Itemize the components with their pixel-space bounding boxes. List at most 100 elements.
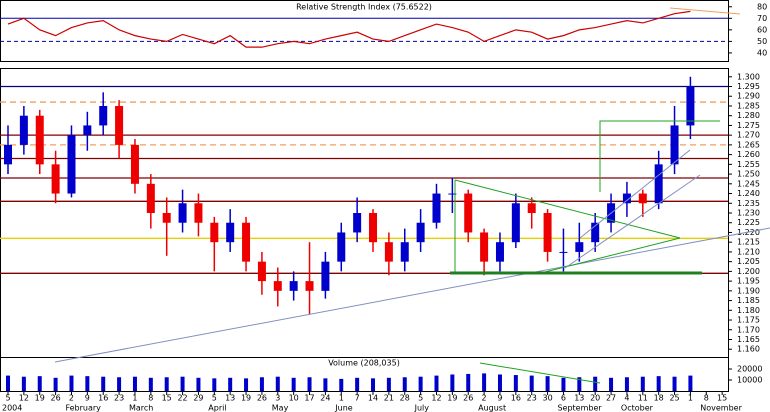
x-tick-label: 12: [19, 394, 29, 403]
x-tick-label: 24: [320, 394, 330, 403]
x-tick-label: 19: [447, 394, 457, 403]
candle-body: [178, 203, 187, 223]
volume-bar: [196, 377, 201, 391]
x-tick-label: 5: [212, 394, 217, 403]
x-tick-label: 5: [418, 394, 423, 403]
volume-bar: [180, 376, 185, 391]
volume-bar: [117, 377, 122, 391]
x-tick-label: 5: [5, 394, 10, 403]
candle-body: [575, 242, 584, 252]
candle-body: [289, 281, 298, 291]
volume-bar: [402, 377, 407, 391]
candle-body: [591, 222, 600, 243]
volume-bar: [577, 377, 582, 391]
candle-body: [4, 144, 12, 165]
x-tick-label: 16: [98, 394, 108, 403]
candle-body: [305, 281, 314, 291]
volume-title: Volume (208,035): [328, 359, 400, 368]
volume-tick-label: 20000: [737, 365, 762, 374]
target-box: [599, 120, 720, 192]
x-tick-label: 30: [542, 394, 552, 403]
x-tick-label: 28: [400, 394, 410, 403]
x-tick-label: 8: [704, 394, 709, 403]
x-tick-label: 26: [51, 394, 61, 403]
candle-body: [321, 261, 330, 291]
candle-body: [51, 164, 60, 194]
rsi-line: [7, 10, 691, 48]
volume-bar: [339, 378, 344, 391]
volume-bar: [228, 377, 233, 391]
candle-body: [543, 213, 552, 252]
x-tick-label: 13: [574, 394, 584, 403]
x-tick-label: 27: [606, 394, 616, 403]
volume-bar: [101, 376, 106, 391]
candle-body: [432, 193, 441, 223]
candle-body: [416, 222, 425, 243]
y-tick-label: 1.230: [737, 209, 760, 218]
month-label: May: [272, 404, 289, 412]
x-tick-label: 16: [511, 394, 521, 403]
volume-bar: [513, 375, 518, 391]
x-tick-label: 13: [225, 394, 235, 403]
x-tick-label: 2: [69, 394, 74, 403]
rsi-tick-label: 40: [757, 48, 767, 57]
candle-body: [369, 213, 378, 243]
y-tick-label: 1.275: [737, 121, 760, 130]
candle-body: [99, 105, 108, 126]
volume-bar: [6, 375, 10, 391]
candle-body: [194, 203, 203, 223]
rsi-title: Relative Strength Index (75.6522): [296, 3, 432, 12]
month-label: March: [129, 404, 153, 412]
volume-bar: [291, 377, 296, 391]
x-tick-label: 11: [638, 394, 648, 403]
volume-bar: [53, 377, 58, 391]
candle-body: [511, 203, 520, 243]
volume-bar: [371, 378, 376, 391]
volume-bar: [386, 377, 391, 391]
rsi-tick-label: 70: [757, 14, 767, 23]
volume-bar: [212, 378, 217, 391]
y-tick-label: 1.270: [737, 131, 760, 140]
y-tick-label: 1.170: [737, 325, 760, 334]
candle-body: [686, 86, 695, 126]
candle-body: [67, 135, 76, 194]
x-tick-label: 26: [257, 394, 267, 403]
x-tick-label: 1: [688, 394, 693, 403]
x-tick-label: 17: [304, 394, 314, 403]
volume-frame: [0, 357, 729, 392]
volume-bar: [164, 377, 169, 391]
y-tick-label: 1.205: [737, 257, 760, 266]
y-tick-label: 1.240: [737, 189, 760, 198]
month-label: June: [334, 404, 353, 412]
volume-bar: [688, 375, 693, 391]
candle-body: [146, 183, 155, 213]
volume-bar: [244, 378, 249, 391]
candle-body: [19, 115, 28, 145]
x-tick-label: 29: [193, 394, 203, 403]
rsi-frame: [0, 0, 729, 62]
y-tick-label: 1.185: [737, 296, 760, 305]
month-label: April: [208, 404, 226, 412]
volume-bar: [450, 374, 455, 391]
volume-bar: [323, 378, 328, 391]
x-tick-label: 20: [590, 394, 600, 403]
volume-bar: [640, 376, 645, 391]
volume-bar: [656, 376, 661, 391]
volume-bar: [37, 376, 42, 391]
volume-trend: [479, 362, 601, 384]
rsi-tick-label: 80: [757, 2, 767, 11]
x-tick-label: 9: [497, 394, 502, 403]
candle-body: [559, 251, 568, 253]
month-label: October: [621, 404, 654, 412]
volume-bar: [482, 373, 487, 391]
x-tick-label: 3: [275, 394, 280, 403]
x-tick-label: 18: [654, 394, 664, 403]
candle-body: [226, 222, 235, 243]
y-tick-label: 1.280: [737, 111, 760, 120]
volume-bar: [21, 376, 26, 391]
y-tick-label: 1.215: [737, 238, 760, 247]
volume-bar: [545, 376, 550, 391]
volume-bar: [529, 375, 534, 391]
month-label: 2004: [2, 404, 22, 412]
candle-body: [210, 222, 219, 243]
